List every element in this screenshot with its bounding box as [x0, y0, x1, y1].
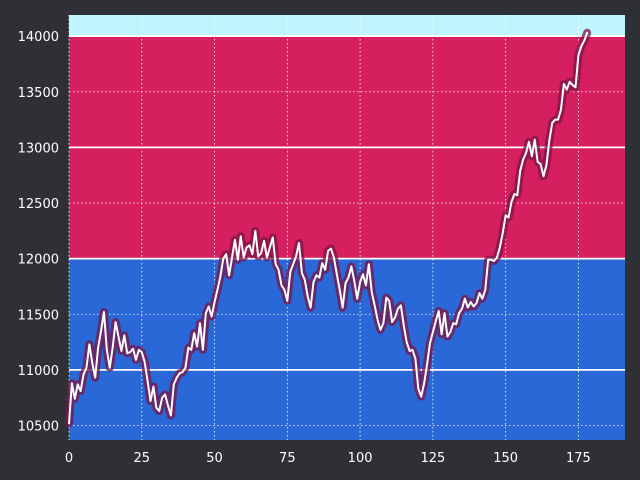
y-tick-label: 11500: [18, 308, 59, 323]
x-tick-label: 100: [348, 451, 373, 466]
y-tick-label: 13500: [18, 86, 59, 101]
series-line-0: [68, 31, 589, 425]
series-layer: [65, 28, 592, 428]
y-tick-label: 11000: [18, 364, 59, 379]
band-2: [69, 15, 625, 37]
y-tick-label: 14000: [18, 30, 59, 45]
band-boundary-lines: [69, 35, 625, 371]
y-tick-label: 10500: [18, 420, 59, 435]
x-tick-label: 50: [206, 451, 223, 466]
y-axis-tick-labels: 10500 11000 11500 12000 12500 13000 13500 14000: [18, 30, 59, 434]
y-tick-label: 12000: [18, 253, 59, 268]
y-tick-label: 12500: [18, 197, 59, 212]
x-axis-tick-labels: 0 25 50 75 100 125 150 175: [65, 451, 591, 466]
x-tick-label: 25: [134, 451, 151, 466]
x-tick-label: 175: [566, 451, 591, 466]
x-tick-label: 0: [65, 451, 73, 466]
x-tick-label: 125: [420, 451, 445, 466]
background-bands: [69, 15, 625, 440]
y-tick-label: 13000: [18, 141, 59, 156]
x-tick-label: 75: [279, 451, 296, 466]
x-tick-label: 150: [493, 451, 518, 466]
